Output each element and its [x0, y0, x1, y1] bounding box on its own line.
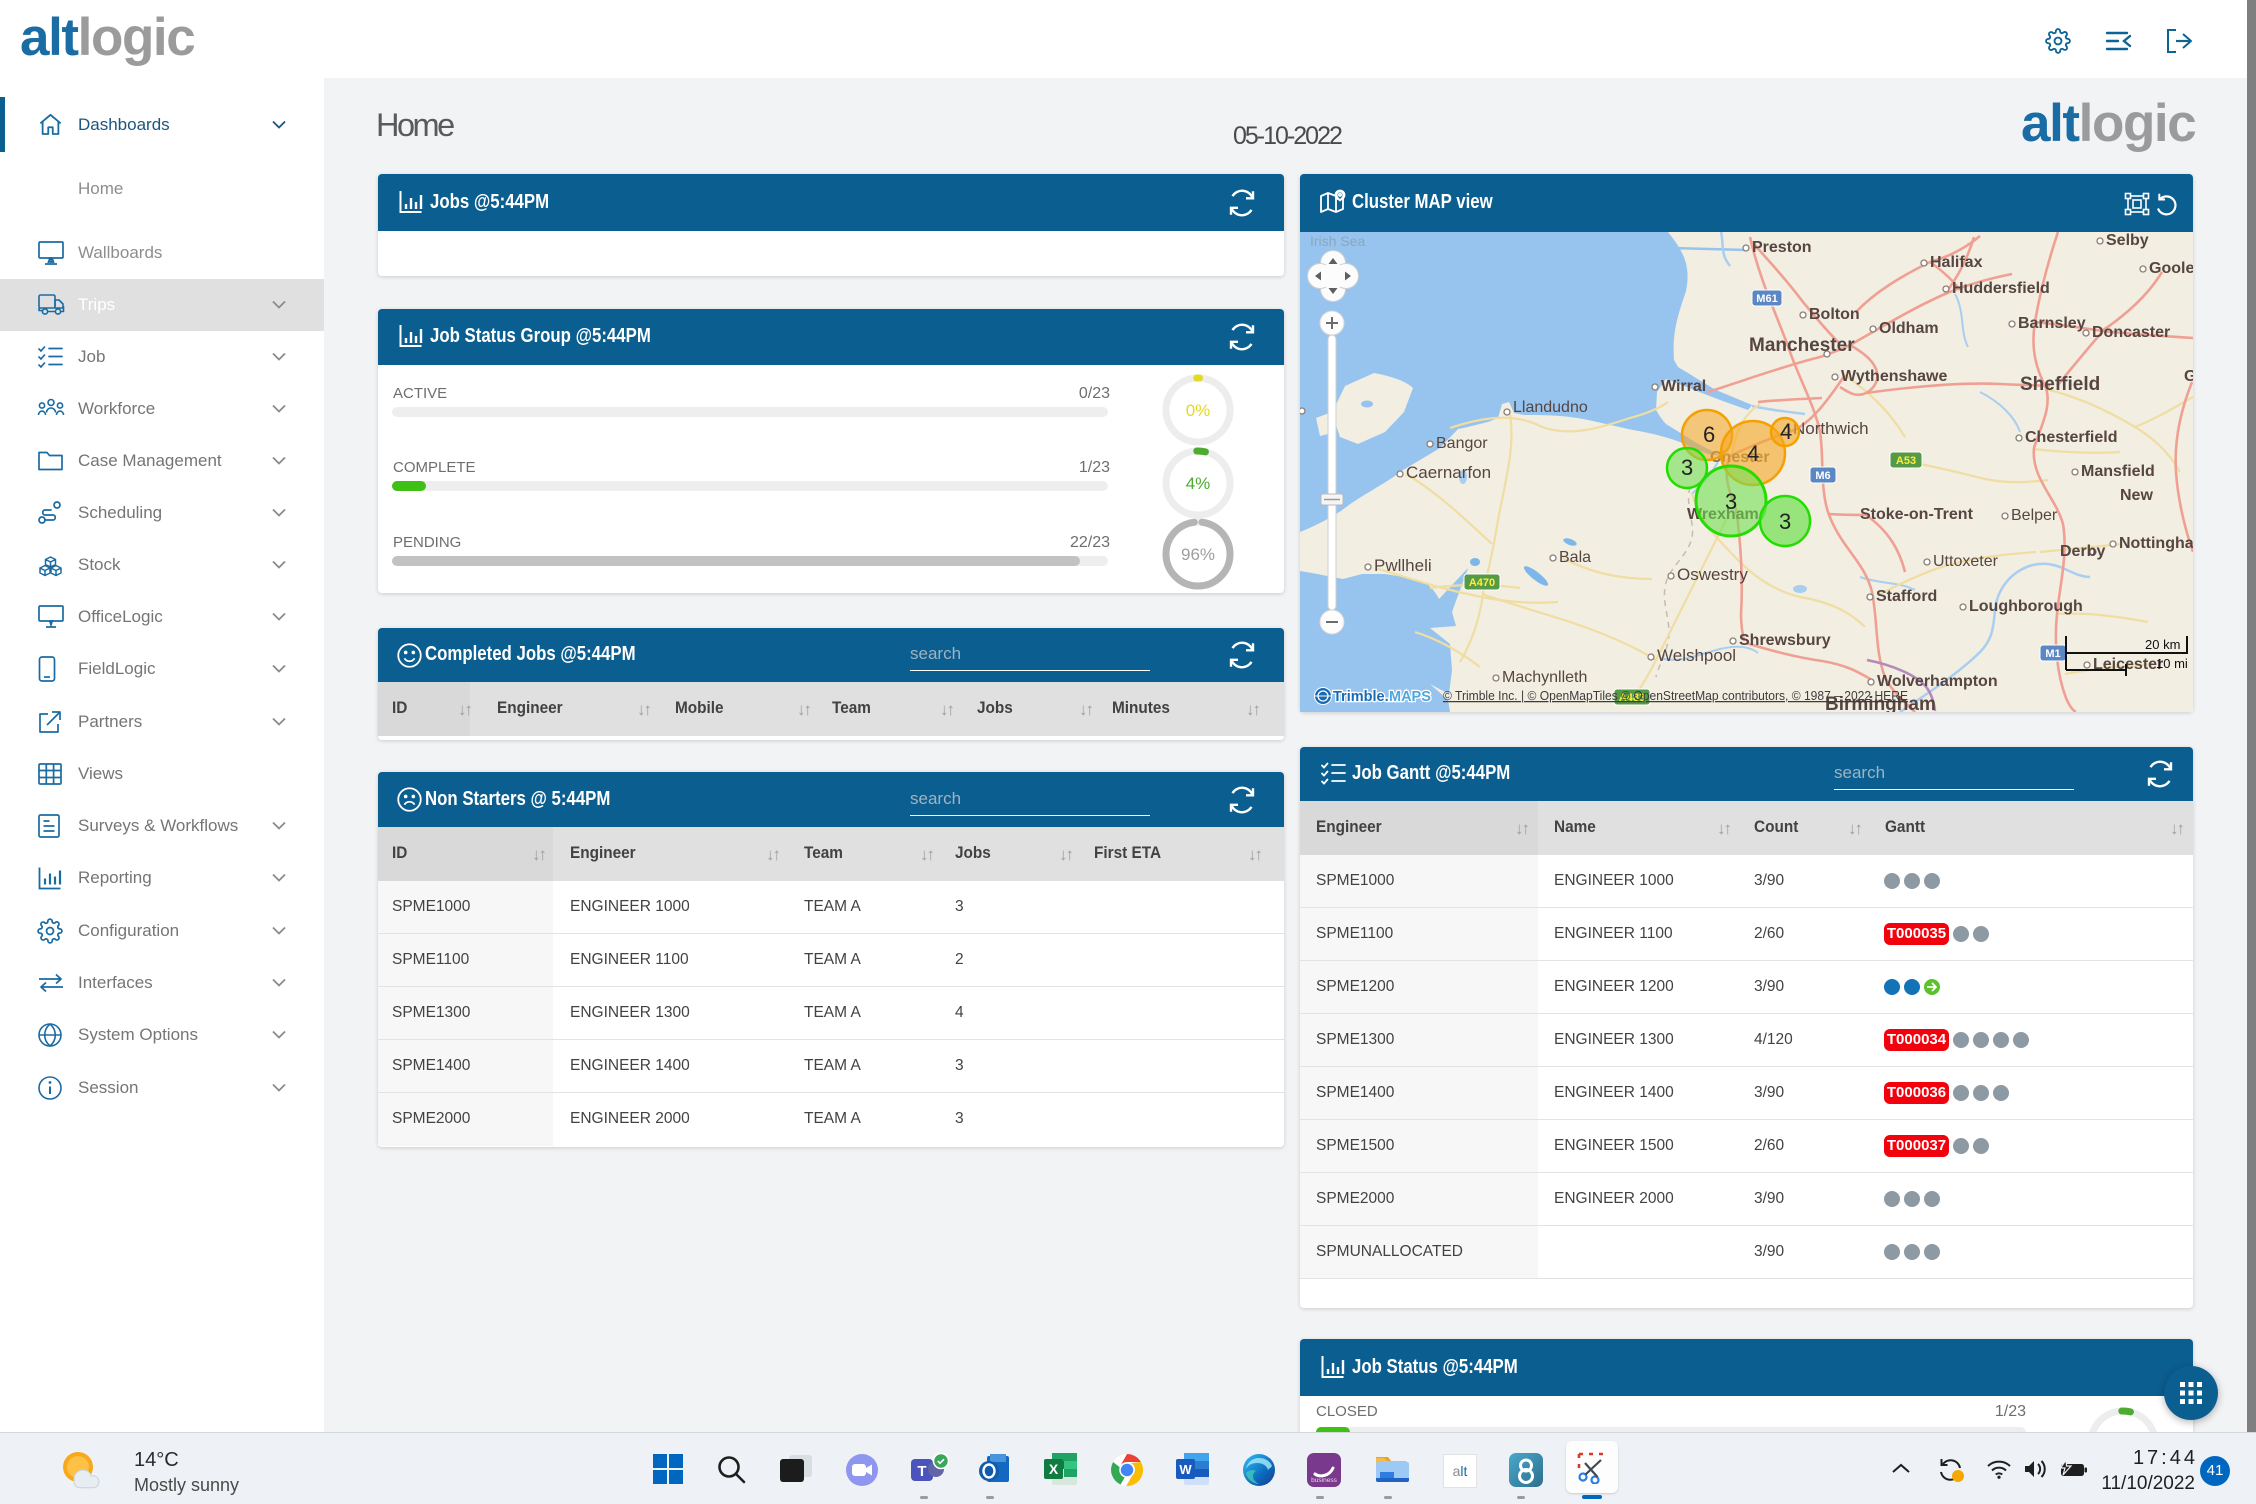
svg-text:Chesterfield: Chesterfield: [2025, 429, 2117, 446]
svg-text:Machynlleth: Machynlleth: [1502, 669, 1587, 686]
svg-text:Wythenshawe: Wythenshawe: [1841, 368, 1948, 385]
svg-text:MAPS: MAPS: [1389, 689, 1431, 705]
svg-text:New: New: [2120, 487, 2153, 504]
svg-text:Irish Sea: Irish Sea: [1310, 233, 1365, 249]
svg-text:Selby: Selby: [2106, 232, 2149, 249]
svg-text:Stoke-on-Trent: Stoke-on-Trent: [1860, 506, 1974, 523]
svg-text:Nottingham: Nottingham: [2119, 535, 2193, 552]
svg-text:Uttoxeter: Uttoxeter: [1933, 553, 1999, 570]
svg-text:Belper: Belper: [2011, 507, 2058, 524]
svg-text:Oswestry: Oswestry: [1677, 565, 1748, 584]
svg-text:Bala: Bala: [1559, 549, 1591, 566]
svg-text:Llandudno: Llandudno: [1513, 399, 1588, 416]
svg-text:Trimble.: Trimble.: [1333, 689, 1389, 705]
svg-text:Northwich: Northwich: [1793, 419, 1869, 438]
svg-text:Loughborough: Loughborough: [1969, 598, 2083, 615]
svg-text:Preston: Preston: [1752, 239, 1812, 256]
svg-text:A483: A483: [1619, 692, 1645, 704]
svg-text:Goole: Goole: [2149, 260, 2193, 277]
svg-text:Manchester: Manchester: [1749, 335, 1855, 356]
svg-text:4%: 4%: [1186, 474, 1211, 493]
svg-text:© Trimble Inc. | © OpenMapTile: © Trimble Inc. | © OpenMapTiles © OpenSt…: [1443, 689, 1908, 703]
svg-text:Derby: Derby: [2060, 543, 2105, 560]
svg-text:3: 3: [1725, 489, 1737, 514]
svg-text:Doncaster: Doncaster: [2092, 324, 2170, 341]
svg-text:Leicester: Leicester: [2093, 656, 2163, 673]
svg-text:3: 3: [1779, 509, 1791, 534]
svg-text:business: business: [1311, 1477, 1337, 1484]
svg-text:X: X: [1049, 1461, 1059, 1477]
svg-text:M61: M61: [1756, 293, 1777, 305]
svg-text:Pwllheli: Pwllheli: [1374, 556, 1432, 575]
svg-text:10 mi: 10 mi: [2156, 656, 2188, 671]
svg-text:M1: M1: [2045, 648, 2060, 660]
svg-text:T: T: [917, 1463, 926, 1480]
svg-text:Stafford: Stafford: [1876, 588, 1937, 605]
svg-text:4: 4: [1747, 441, 1759, 466]
svg-text:Bolton: Bolton: [1809, 306, 1860, 323]
svg-text:Gai: Gai: [2184, 368, 2193, 385]
svg-text:Wirral: Wirral: [1661, 378, 1706, 395]
svg-text:Caernarfon: Caernarfon: [1406, 463, 1491, 482]
svg-text:Mansfield: Mansfield: [2081, 463, 2155, 480]
svg-text:A53: A53: [1896, 455, 1916, 467]
svg-text:4: 4: [1780, 419, 1792, 444]
svg-text:Shrewsbury: Shrewsbury: [1739, 632, 1831, 649]
svg-text:Birmingham: Birmingham: [1825, 694, 1936, 712]
svg-text:0%: 0%: [1186, 401, 1211, 420]
svg-text:3: 3: [1681, 455, 1693, 480]
svg-text:Huddersfield: Huddersfield: [1952, 280, 2050, 297]
svg-text:6: 6: [1703, 422, 1715, 447]
svg-text:Oldham: Oldham: [1879, 320, 1939, 337]
svg-text:A470: A470: [1469, 577, 1495, 589]
svg-text:Barnsley: Barnsley: [2018, 315, 2086, 332]
svg-text:Sheffield: Sheffield: [2020, 374, 2100, 395]
svg-text:W: W: [1179, 1462, 1192, 1477]
svg-text:M6: M6: [1815, 470, 1830, 482]
svg-text:Bangor: Bangor: [1436, 435, 1488, 452]
svg-text:Halifax: Halifax: [1930, 254, 1983, 271]
svg-text:Welshpool: Welshpool: [1657, 646, 1736, 665]
svg-text:96%: 96%: [1181, 545, 1215, 564]
svg-text:20 km: 20 km: [2145, 637, 2180, 652]
svg-text:Wolverhampton: Wolverhampton: [1877, 673, 1998, 690]
